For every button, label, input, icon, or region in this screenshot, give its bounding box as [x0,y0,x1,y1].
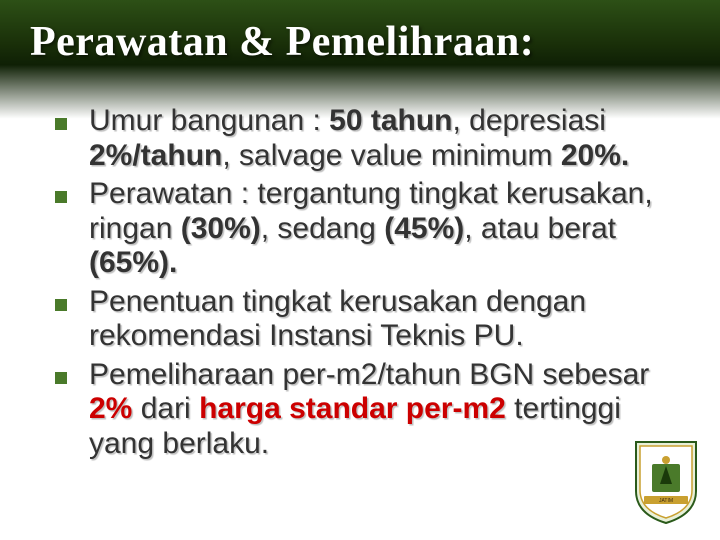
list-item: Pemeliharaan per-m2/tahun BGN sebesar 2%… [55,358,690,462]
list-item: Penentuan tingkat kerusakan dengan rekom… [55,285,690,354]
bullet-text: Perawatan : tergantung tingkat kerusakan… [89,177,690,281]
list-item: Umur bangunan : 50 tahun, depresiasi 2%/… [55,104,690,173]
bullet-icon [55,372,67,384]
bullet-list: Umur bangunan : 50 tahun, depresiasi 2%/… [0,66,720,461]
svg-text:JATIM: JATIM [659,498,673,504]
bullet-icon [55,118,67,130]
slide-title: Perawatan & Pemelihraan: [0,0,720,66]
bullet-icon [55,299,67,311]
bullet-text: Penentuan tingkat kerusakan dengan rekom… [89,285,690,354]
bullet-text: Pemeliharaan per-m2/tahun BGN sebesar 2%… [89,358,690,462]
emblem-logo: JATIM [630,436,702,526]
bullet-icon [55,191,67,203]
list-item: Perawatan : tergantung tingkat kerusakan… [55,177,690,281]
bullet-text: Umur bangunan : 50 tahun, depresiasi 2%/… [89,104,690,173]
